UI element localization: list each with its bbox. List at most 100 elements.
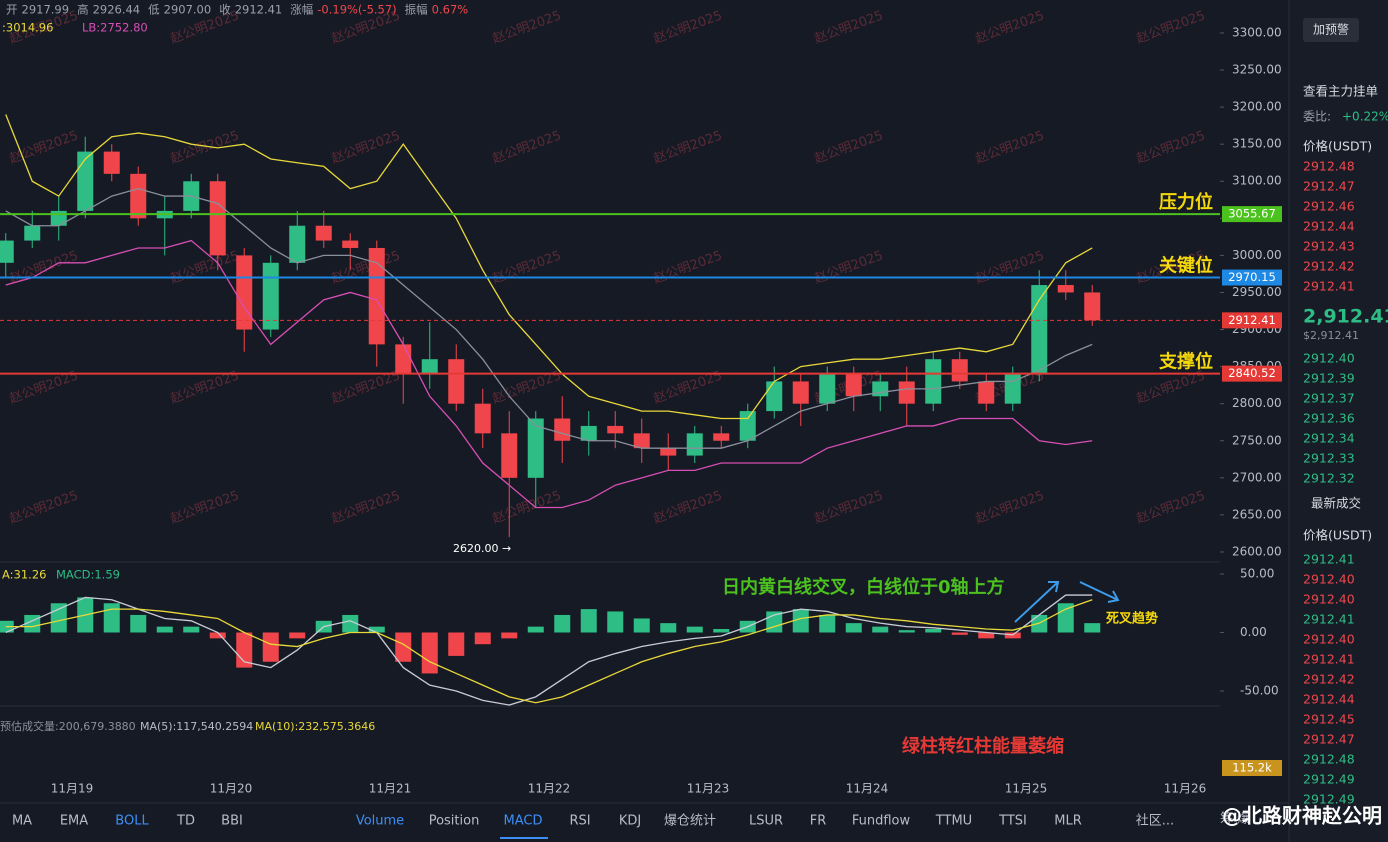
volume-last: 115.2k	[1232, 761, 1272, 775]
level-box	[1222, 269, 1282, 286]
arrow	[1014, 581, 1060, 623]
ratio: +0.22%	[1342, 110, 1388, 124]
header-label: 振幅	[405, 3, 428, 17]
macd-bar	[951, 632, 968, 635]
level-name: 支撑位	[1158, 351, 1213, 373]
ask-price: 2912.42	[1303, 259, 1355, 274]
toolbar-button[interactable]: BOLL	[115, 814, 149, 829]
trade-price: 2912.41	[1303, 652, 1355, 667]
trade-price: 2912.49	[1303, 772, 1355, 787]
macd-bar	[686, 626, 703, 633]
macd-bar	[978, 632, 995, 639]
y-tick-label: 2800.00	[1232, 396, 1282, 410]
x-tick-label: 11月26	[1164, 782, 1207, 796]
ask-price: 2912.41	[1303, 279, 1355, 294]
toolbar-button[interactable]: BBI	[221, 814, 243, 829]
macd-bar	[527, 626, 544, 633]
toolbar-button[interactable]: KDJ	[619, 814, 641, 829]
macd-bar	[633, 618, 650, 633]
trade-price: 2912.40	[1303, 632, 1355, 647]
toolbar-button[interactable]: FR	[810, 814, 827, 829]
toolbar-button[interactable]: TTSI	[998, 814, 1027, 829]
toolbar-button[interactable]: MA	[12, 814, 32, 829]
toolbar-button[interactable]: MLR	[1054, 814, 1082, 829]
candle-body	[766, 381, 783, 412]
ratio-label: 委比:	[1303, 110, 1331, 124]
bid-price: 2912.34	[1303, 431, 1355, 446]
candle-body	[819, 374, 836, 404]
macd-bar	[607, 611, 624, 633]
last-usd: $2,912.41	[1303, 329, 1359, 342]
header-value: 2907.00	[164, 3, 212, 17]
y-tick-label: 2650.00	[1232, 507, 1282, 521]
trade-price: 2912.44	[1303, 692, 1355, 707]
macd-bar	[183, 626, 200, 633]
annotation: 日内黄白线交叉，白线位于0轴上方	[722, 576, 1005, 598]
toolbar-button[interactable]: 爆仓统计	[664, 814, 716, 829]
main-orders[interactable]: 查看主力挂单	[1303, 84, 1378, 99]
y-tick-label: 3000.00	[1232, 248, 1282, 262]
macd-bar	[925, 628, 942, 633]
header-label: 涨幅	[290, 3, 313, 17]
toolbar-button[interactable]: RSI	[569, 814, 590, 829]
candle-body	[898, 381, 915, 404]
macd-bar	[342, 614, 359, 633]
header-value: 2912.41	[235, 3, 283, 17]
candle-body	[713, 433, 730, 441]
trade-price: 2912.41	[1303, 612, 1355, 627]
trade-price: 2912.42	[1303, 672, 1355, 687]
candle-body	[925, 359, 942, 404]
toolbar-button[interactable]: LSUR	[749, 814, 783, 829]
toolbar-button[interactable]: MACD	[504, 814, 543, 829]
credit: @北路财神赵公明	[1222, 804, 1382, 828]
candle-body	[1084, 292, 1101, 321]
candle-body	[0, 240, 14, 263]
toolbar-button[interactable]: 社区...	[1136, 813, 1174, 829]
macd-bar	[554, 614, 571, 633]
candle-body	[792, 381, 809, 404]
toolbar-button[interactable]: Position	[429, 814, 480, 829]
toolbar-button[interactable]: EMA	[60, 814, 88, 829]
candle-body	[1057, 285, 1074, 293]
ask-price: 2912.43	[1303, 239, 1355, 254]
y-tick-label: 0.00	[1240, 625, 1267, 639]
candle-body	[209, 181, 226, 256]
candle-body	[978, 381, 995, 404]
level-label: 2970.15	[1228, 270, 1276, 284]
alert-button-label[interactable]: 加预警	[1313, 22, 1349, 37]
bid-price: 2912.39	[1303, 371, 1355, 386]
header-value: 2926.44	[93, 3, 141, 17]
toolbar-button[interactable]: TD	[176, 814, 195, 829]
annotation: 绿柱转红柱能量萎缩	[902, 735, 1064, 757]
trade-price: 2912.40	[1303, 572, 1355, 587]
candle-body	[739, 411, 756, 441]
macd-bar	[501, 632, 518, 639]
header-value: -0.19%(-5.57)	[317, 3, 396, 17]
level-label: 3055.67	[1228, 207, 1276, 221]
ask-price: 2912.47	[1303, 179, 1355, 194]
x-tick-label: 11月19	[51, 782, 94, 796]
x-tick-label: 11月25	[1005, 782, 1048, 796]
x-tick-label: 11月22	[528, 782, 571, 796]
candle-body	[501, 433, 518, 478]
level-label: 2840.52	[1228, 366, 1276, 380]
trade-price: 2912.47	[1303, 732, 1355, 747]
boll-legend: LB:2752.80	[82, 21, 148, 35]
bid-price: 2912.32	[1303, 471, 1355, 486]
trade-price: 2912.49	[1303, 792, 1355, 807]
header-label: 收	[219, 3, 231, 17]
dea-line	[5, 599, 1093, 704]
macd-bar	[50, 603, 67, 633]
level-name: 压力位	[1159, 191, 1213, 213]
toolbar-button[interactable]: Volume	[356, 814, 404, 829]
y-tick-label: 2700.00	[1232, 470, 1282, 484]
y-tick-label: 3100.00	[1232, 174, 1282, 188]
toolbar-button[interactable]: Fundflow	[852, 814, 911, 829]
toolbar-button[interactable]: TTMU	[935, 814, 972, 829]
alert-button[interactable]	[1303, 18, 1359, 42]
macd-bar	[103, 603, 120, 633]
order-book-panel	[1290, 0, 1388, 842]
candle-body	[686, 433, 703, 456]
trade-price: 2912.40	[1303, 592, 1355, 607]
